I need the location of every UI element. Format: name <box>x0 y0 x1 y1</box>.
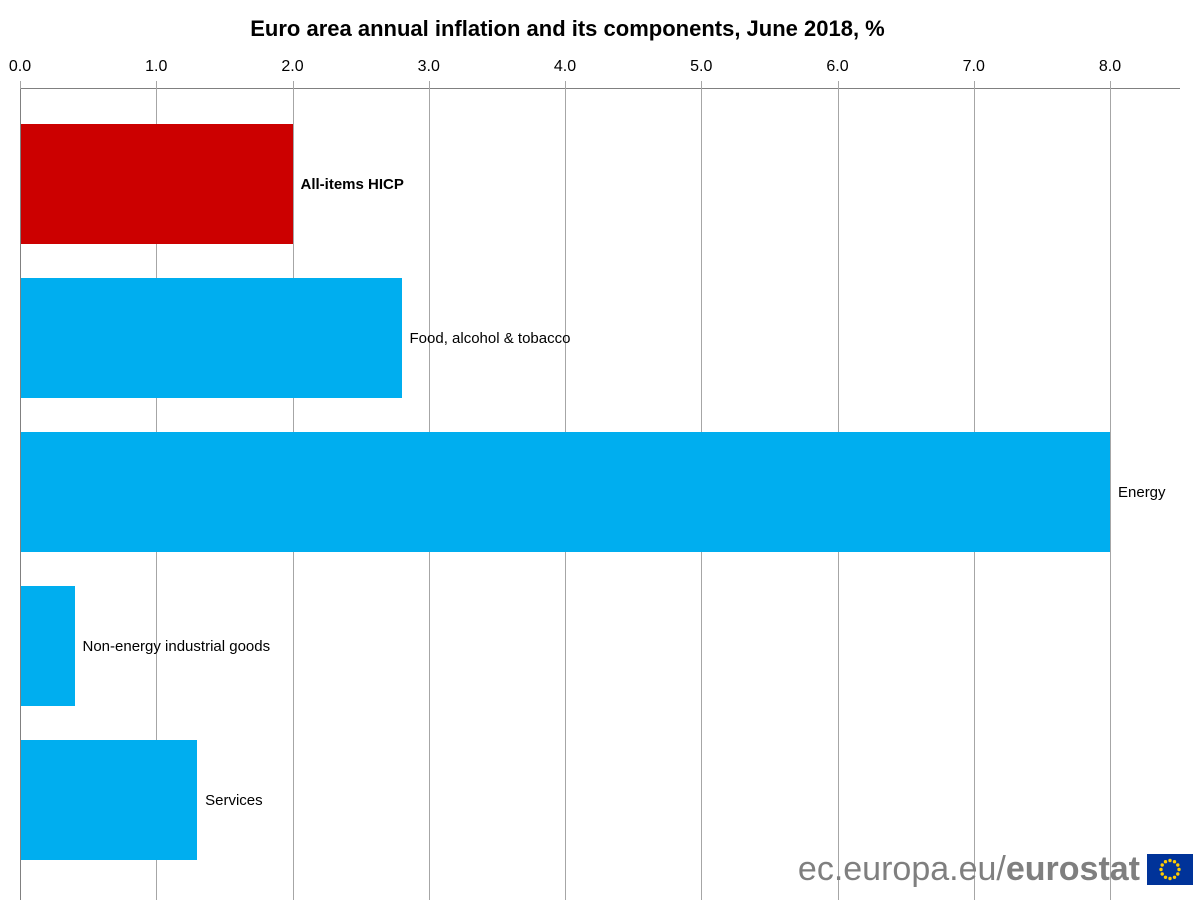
bar-label: Non-energy industrial goods <box>82 637 271 655</box>
x-tick-label: 7.0 <box>962 58 985 75</box>
x-tick-label: 0.0 <box>8 58 32 75</box>
x-axis-line <box>20 88 1180 89</box>
x-tick-mark <box>973 81 975 89</box>
x-tick-label: 3.0 <box>417 58 440 75</box>
x-tick-label: 8.0 <box>1098 58 1122 75</box>
x-tick-mark <box>428 81 430 89</box>
x-tick-mark <box>565 81 566 89</box>
bar-label: Energy <box>1118 483 1166 501</box>
x-tick-mark <box>156 81 158 89</box>
chart-title: Euro area annual inflation and its compo… <box>250 16 885 41</box>
bar-energy <box>21 432 1110 552</box>
bar-label: All-items HICP <box>300 175 404 193</box>
x-tick-mark <box>837 81 839 89</box>
footer-url-bold: eurostat <box>1005 850 1140 888</box>
x-tick-label: 2.0 <box>281 58 304 75</box>
x-tick-mark <box>701 81 703 89</box>
x-tick-label: 6.0 <box>826 58 849 75</box>
bar-food-alcohol-tobacco <box>21 278 402 398</box>
eu-flag-icon <box>1147 853 1193 885</box>
y-axis-line <box>20 88 21 900</box>
x-tick-label: 5.0 <box>690 58 713 75</box>
bar-services <box>21 740 198 860</box>
bar-label: Food, alcohol & tobacco <box>409 329 571 347</box>
x-tick-label: 1.0 <box>145 58 168 75</box>
footer-branding: ec.europa.eu/eurostat <box>798 851 1193 887</box>
bar-all-items-hicp <box>21 124 293 244</box>
x-tick-mark <box>20 81 21 89</box>
footer-url-regular: ec.europa.eu/ <box>797 850 1006 888</box>
bar-label: Services <box>205 791 263 809</box>
bar-non-energy-industrial-goods <box>21 586 75 706</box>
x-tick-label: 4.0 <box>553 58 577 75</box>
x-tick-mark <box>292 81 294 89</box>
gridline <box>1110 88 1111 900</box>
footer-url: ec.europa.eu/eurostat <box>798 851 1140 887</box>
x-tick-mark <box>1110 81 1111 89</box>
